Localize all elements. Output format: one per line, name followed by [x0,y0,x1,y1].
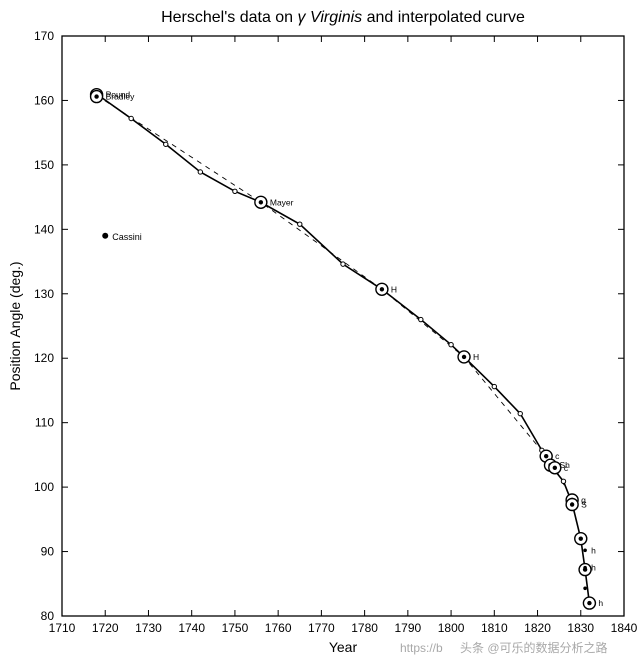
h-point-label: h [591,545,596,555]
outlier-point [102,233,108,239]
x-tick-label: 1740 [178,621,205,635]
chart-container: 1710 1720 1730 1740 1750 1760 1770 1780 1790 1800… [0,0,640,668]
obs-point-label: h [598,598,603,608]
obs-point-dot [544,454,548,458]
y-tick-label: 90 [41,545,55,559]
h-point-label: h [591,563,596,573]
obs-point-dot [570,502,574,506]
curve-marker [164,142,168,146]
x-tick-label: 1840 [611,621,638,635]
x-tick-label: 1830 [567,621,594,635]
x-tick-label: 1820 [524,621,551,635]
x-tick-label: 1710 [49,621,76,635]
obs-point-dot [587,601,591,605]
x-tick-label: 1730 [135,621,162,635]
obs-point-label: Bradley [106,92,136,102]
watermark-url: https://b [400,641,443,655]
y-tick-label: 130 [34,287,54,301]
y-tick-label: 170 [34,29,54,43]
curve-marker [561,479,565,483]
curve-marker [419,317,423,321]
x-tick-label: 1780 [351,621,378,635]
curve-marker [198,170,202,174]
chart-title: Herschel's data on γ Virginis and interp… [161,9,525,26]
curve-marker [298,222,302,226]
y-tick-label: 110 [35,416,54,430]
obs-point-dot [259,200,263,204]
h-point [583,548,587,552]
y-tick-label: 160 [34,93,54,107]
h-point [583,586,587,590]
obs-point-dot [94,94,98,98]
x-tick-label: 1800 [438,621,465,635]
obs-point-label: S [581,500,587,510]
curve-marker [341,262,345,266]
obs-point-label: H [473,352,479,362]
x-tick-label: 1720 [92,621,119,635]
h-point [583,566,587,570]
x-tick-label: 1750 [222,621,249,635]
outlier-label: Cassini [112,232,142,242]
y-tick-label: 80 [41,609,55,623]
curve-marker [449,342,453,346]
curve-marker [129,116,133,120]
y-tick-label: 140 [34,222,54,236]
curve-marker [492,384,496,388]
x-tick-label: 1810 [481,621,508,635]
y-axis-label: Position Angle (deg.) [7,261,23,390]
x-tick-label: 1760 [265,621,292,635]
watermark-cn: 头条 @可乐的数据分析之路 [460,640,608,655]
y-tick-label: 150 [34,158,54,172]
x-tick-label: 1790 [394,621,421,635]
y-tick-label: 120 [34,351,54,365]
obs-point-label: c [564,463,569,473]
y-tick-label: 100 [34,480,54,494]
curve-marker [518,411,522,415]
obs-point-dot [553,466,557,470]
x-axis-label: Year [329,639,358,655]
obs-point-dot [579,536,583,540]
obs-point-label: Mayer [270,197,294,207]
obs-point-label: H [391,284,397,294]
obs-point-dot [380,287,384,291]
obs-point-dot [462,355,466,359]
chart-svg: 1710 1720 1730 1740 1750 1760 1770 1780 1790 1800… [0,0,640,668]
x-tick-label: 1770 [308,621,335,635]
curve-marker [233,189,237,193]
